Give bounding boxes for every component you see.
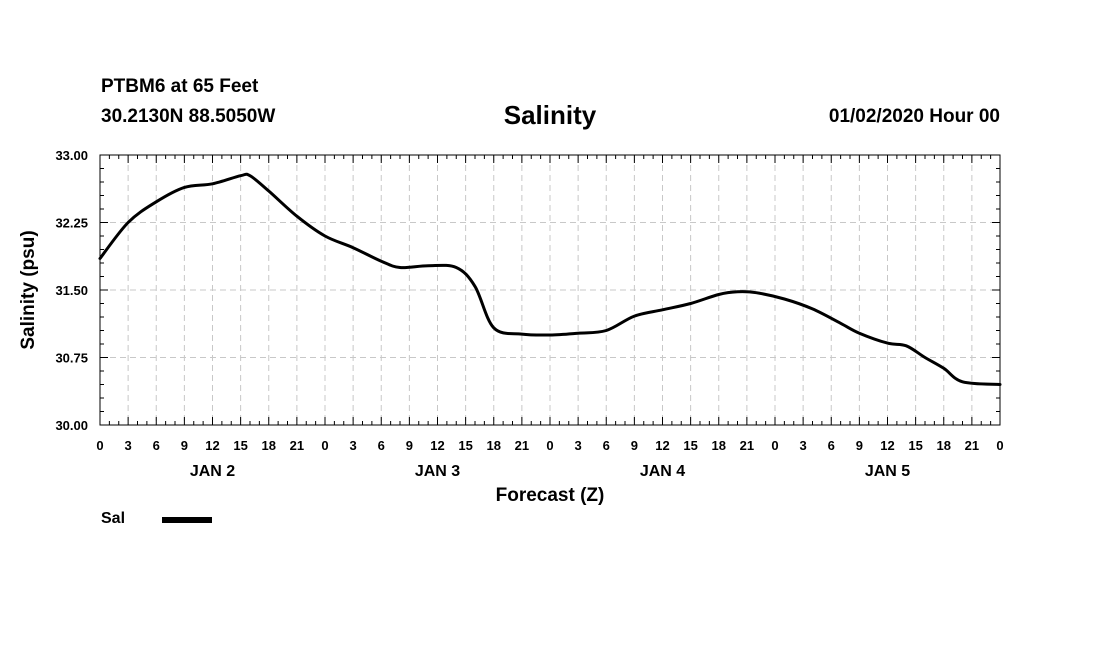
x-tick-label: 6 <box>603 438 610 453</box>
x-tick-label: 21 <box>965 438 979 453</box>
grid-layer <box>100 155 1000 425</box>
labels-layer: 30.00 30.75 31.50 32.25 33.00 0 3 6 9 12 15 18 21 0 3 6… <box>18 148 1004 506</box>
x-tick-label: 12 <box>880 438 894 453</box>
x-tick-label: 9 <box>181 438 188 453</box>
x-tick-label: 12 <box>430 438 444 453</box>
x-tick-label: 15 <box>683 438 697 453</box>
x-tick-label: 6 <box>828 438 835 453</box>
x-tick-label: 18 <box>937 438 951 453</box>
y-tick-label: 30.00 <box>55 418 88 433</box>
y-tick-label: 32.25 <box>55 216 88 231</box>
y-tick-label: 31.50 <box>55 283 88 298</box>
chart-title-text: Salinity <box>503 100 597 130</box>
legend-swatch <box>162 517 212 523</box>
chart-title: Salinity <box>0 100 1100 131</box>
x-tick-label: 12 <box>655 438 669 453</box>
x-tick-label: 21 <box>515 438 529 453</box>
y-tick-label: 30.75 <box>55 351 88 366</box>
x-tick-label: 9 <box>631 438 638 453</box>
x-tick-label: 0 <box>96 438 103 453</box>
x-tick-label: 6 <box>153 438 160 453</box>
x-axis-title: Forecast (Z) <box>496 485 605 506</box>
station-label: PTBM6 at 65 Feet <box>101 76 259 97</box>
x-tick-label: 15 <box>233 438 247 453</box>
x-tick-label: 15 <box>908 438 922 453</box>
x-tick-label: 0 <box>771 438 778 453</box>
y-axis-title: Salinity (psu) <box>18 230 39 349</box>
x-tick-label: 12 <box>205 438 219 453</box>
x-tick-label: 3 <box>125 438 132 453</box>
x-tick-label: 21 <box>740 438 754 453</box>
x-tick-label: 18 <box>262 438 276 453</box>
x-tick-label: 3 <box>800 438 807 453</box>
x-tick-label: 18 <box>487 438 501 453</box>
x-tick-label: 0 <box>996 438 1003 453</box>
x-tick-label: 21 <box>290 438 304 453</box>
x-tick-label: 18 <box>712 438 726 453</box>
day-label: JAN 5 <box>865 463 910 480</box>
x-tick-label: 9 <box>856 438 863 453</box>
x-tick-label: 3 <box>350 438 357 453</box>
x-tick-label: 3 <box>575 438 582 453</box>
day-label: JAN 4 <box>640 463 685 480</box>
x-tick-label: 0 <box>321 438 328 453</box>
y-tick-label: 33.00 <box>55 148 88 163</box>
day-label: JAN 3 <box>415 463 460 480</box>
x-tick-label: 9 <box>406 438 413 453</box>
issued-time-label: 01/02/2020 Hour 00 <box>828 106 1000 127</box>
day-label: JAN 2 <box>190 463 235 480</box>
coordinates-label: 30.2130N 88.5050W <box>101 106 276 127</box>
x-tick-label: 15 <box>458 438 472 453</box>
x-tick-label: 6 <box>378 438 385 453</box>
legend-label: Sal <box>101 510 126 527</box>
ticks-layer <box>99 154 1001 426</box>
x-tick-label: 0 <box>546 438 553 453</box>
